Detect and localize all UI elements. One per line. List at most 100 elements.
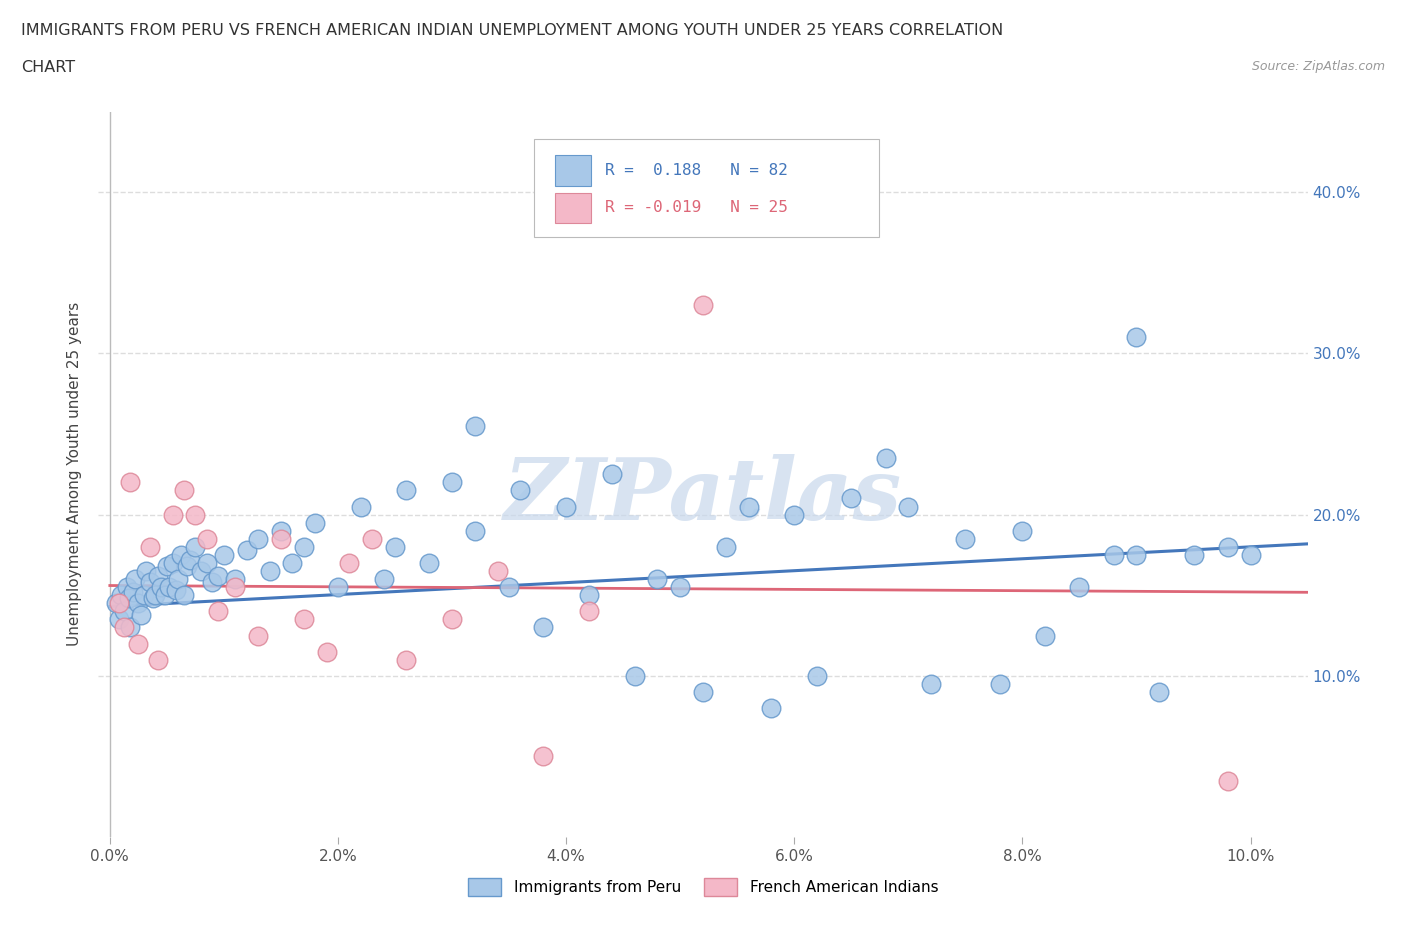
- Point: [146, 652, 169, 667]
- Point: [224, 579, 246, 594]
- Point: [195, 555, 218, 570]
- Point: [139, 575, 162, 590]
- Point: [292, 612, 315, 627]
- Point: [150, 579, 173, 594]
- Y-axis label: Unemployment Among Youth under 25 years: Unemployment Among Youth under 25 years: [67, 302, 83, 646]
- Point: [1125, 548, 1147, 563]
- Point: [176, 559, 198, 574]
- Point: [120, 620, 142, 635]
- Point: [839, 491, 862, 506]
- Point: [162, 555, 184, 570]
- Point: [988, 676, 1011, 691]
- Point: [418, 555, 440, 570]
- Point: [142, 591, 165, 605]
- Point: [692, 684, 714, 699]
- Point: [1011, 524, 1033, 538]
- Point: [486, 564, 509, 578]
- Point: [270, 524, 292, 538]
- Point: [207, 604, 229, 618]
- Point: [509, 483, 531, 498]
- Point: [156, 559, 179, 574]
- Point: [146, 568, 169, 583]
- Point: [247, 628, 270, 643]
- Point: [120, 475, 142, 490]
- Point: [195, 531, 218, 546]
- Point: [304, 515, 326, 530]
- Point: [173, 588, 195, 603]
- Point: [104, 596, 127, 611]
- Point: [224, 572, 246, 587]
- Point: [259, 564, 281, 578]
- Point: [124, 572, 146, 587]
- Point: [145, 588, 167, 603]
- Point: [169, 548, 191, 563]
- Point: [395, 652, 418, 667]
- Legend: Immigrants from Peru, French American Indians: Immigrants from Peru, French American In…: [461, 872, 945, 902]
- Point: [531, 620, 554, 635]
- Point: [669, 579, 692, 594]
- Point: [337, 555, 360, 570]
- Point: [647, 572, 669, 587]
- Point: [384, 539, 406, 554]
- Point: [1182, 548, 1205, 563]
- Point: [498, 579, 520, 594]
- Point: [578, 588, 600, 603]
- Point: [157, 579, 180, 594]
- Point: [207, 568, 229, 583]
- Point: [201, 575, 224, 590]
- Point: [110, 588, 132, 603]
- Point: [281, 555, 304, 570]
- Point: [920, 676, 942, 691]
- Point: [464, 418, 486, 433]
- Point: [135, 564, 157, 578]
- Point: [737, 499, 759, 514]
- Point: [173, 483, 195, 498]
- Point: [714, 539, 737, 554]
- Point: [112, 620, 135, 635]
- Point: [108, 612, 131, 627]
- Point: [350, 499, 373, 514]
- Text: CHART: CHART: [21, 60, 75, 75]
- Point: [1216, 539, 1239, 554]
- Point: [112, 604, 135, 618]
- Point: [118, 591, 141, 605]
- Point: [139, 539, 162, 554]
- Point: [875, 451, 897, 466]
- Point: [1069, 579, 1091, 594]
- Point: [127, 596, 149, 611]
- Point: [578, 604, 600, 618]
- Point: [1102, 548, 1125, 563]
- Point: [600, 467, 623, 482]
- Point: [165, 583, 187, 598]
- Point: [315, 644, 337, 659]
- Point: [132, 588, 155, 603]
- Point: [184, 507, 207, 522]
- Point: [783, 507, 806, 522]
- Text: R = -0.019   N = 25: R = -0.019 N = 25: [605, 200, 787, 215]
- Point: [555, 499, 578, 514]
- Point: [1125, 330, 1147, 345]
- Point: [153, 588, 176, 603]
- Point: [108, 596, 131, 611]
- Point: [115, 579, 138, 594]
- Point: [441, 475, 464, 490]
- Point: [761, 700, 783, 715]
- Point: [955, 531, 977, 546]
- Point: [270, 531, 292, 546]
- Text: IMMIGRANTS FROM PERU VS FRENCH AMERICAN INDIAN UNEMPLOYMENT AMONG YOUTH UNDER 25: IMMIGRANTS FROM PERU VS FRENCH AMERICAN …: [21, 23, 1004, 38]
- Point: [212, 548, 235, 563]
- Point: [127, 636, 149, 651]
- Point: [1216, 773, 1239, 788]
- Point: [1149, 684, 1171, 699]
- Point: [897, 499, 920, 514]
- Point: [361, 531, 384, 546]
- Point: [179, 552, 201, 567]
- Point: [373, 572, 395, 587]
- Point: [292, 539, 315, 554]
- Point: [1239, 548, 1261, 563]
- Point: [247, 531, 270, 546]
- Point: [464, 524, 486, 538]
- Text: ZIPatlas: ZIPatlas: [503, 455, 903, 538]
- Point: [184, 539, 207, 554]
- Text: Source: ZipAtlas.com: Source: ZipAtlas.com: [1251, 60, 1385, 73]
